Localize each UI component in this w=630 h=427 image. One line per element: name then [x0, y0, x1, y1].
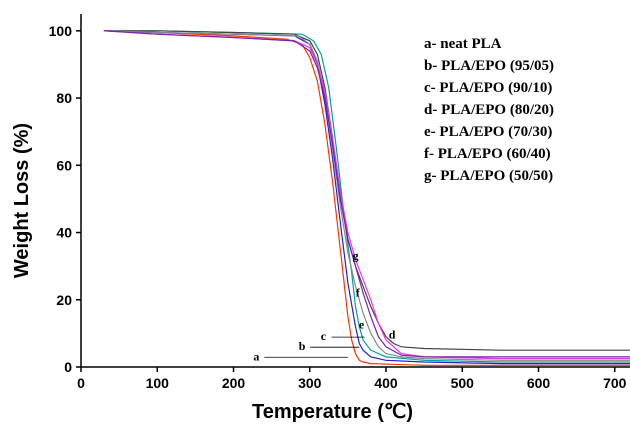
legend-entry: b- PLA/EPO (95/05)	[424, 58, 554, 74]
y-tick-label: 60	[56, 157, 72, 173]
y-tick-label: 0	[64, 359, 72, 375]
y-tick-label: 40	[56, 225, 72, 241]
x-tick-label: 200	[222, 375, 246, 391]
x-ticks-group: 0 100 200 300 400 500 600 700	[77, 367, 627, 391]
legend-entry: e- PLA/EPO (70/30)	[424, 124, 552, 140]
curve-labels-group: a b c d e f g	[253, 248, 395, 363]
legend-entry: f- PLA/EPO (60/40)	[424, 146, 551, 162]
curve-label-a: a	[253, 349, 259, 363]
legend: a- neat PLA b- PLA/EPO (95/05) c- PLA/EPO …	[424, 36, 554, 184]
curve-label-g: g	[353, 248, 359, 262]
legend-entry: c- PLA/EPO (90/10)	[424, 80, 552, 96]
series-line-a	[103, 30, 630, 366]
data-series-group	[103, 30, 630, 366]
x-axis-title: Temperature (℃)	[252, 401, 413, 423]
x-tick-label: 0	[77, 375, 85, 391]
y-tick-label: 20	[56, 292, 72, 308]
x-tick-label: 700	[603, 375, 627, 391]
x-tick-label: 500	[451, 375, 475, 391]
x-tick-label: 100	[146, 375, 170, 391]
legend-entry: d- PLA/EPO (80/20)	[424, 102, 554, 118]
series-line-g	[103, 30, 630, 358]
legend-entry: a- neat PLA	[424, 36, 502, 52]
curve-label-b: b	[299, 339, 306, 353]
y-tick-label: 80	[56, 90, 72, 106]
x-tick-label: 400	[374, 375, 398, 391]
curve-label-f: f	[356, 285, 361, 299]
series-line-d	[103, 30, 630, 351]
curve-label-e: e	[359, 317, 365, 331]
y-ticks-group: 0 20 40 60 80 100	[49, 23, 81, 375]
legend-entry: g- PLA/EPO (50/50)	[424, 168, 553, 184]
x-tick-label: 300	[298, 375, 322, 391]
series-line-e	[103, 30, 630, 361]
y-tick-label: 100	[49, 23, 73, 39]
y-axis-title: Weight Loss (%)	[11, 123, 33, 278]
curve-label-c: c	[321, 329, 327, 343]
x-tick-label: 600	[527, 375, 551, 391]
curve-label-d: d	[389, 327, 396, 341]
